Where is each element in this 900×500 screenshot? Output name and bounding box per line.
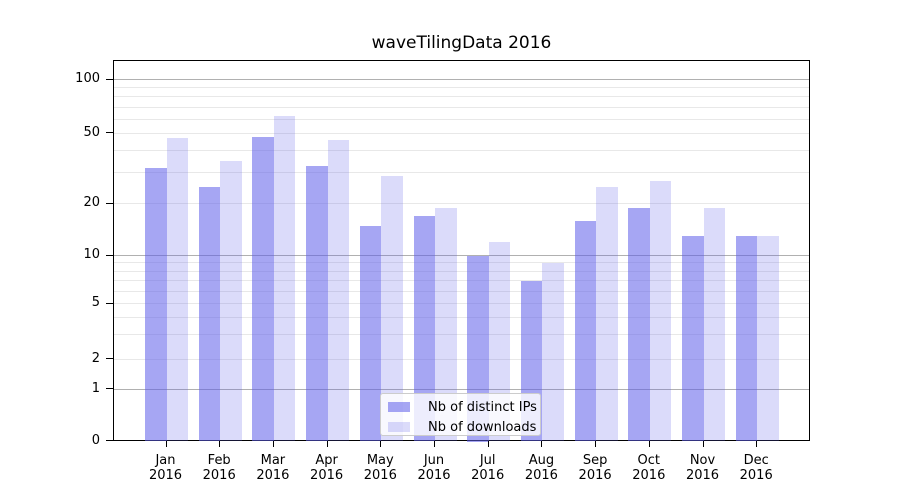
legend: Nb of distinct IPs Nb of downloads	[380, 393, 541, 436]
x-tick-mark	[219, 440, 221, 447]
x-tick-label-mar: Mar 2016	[256, 452, 290, 483]
bar-distinct-ips-dec	[735, 236, 758, 442]
x-tick-mark	[434, 440, 435, 447]
legend-swatch-distinct-ips	[388, 402, 410, 412]
gridline-minor	[114, 262, 809, 264]
bar-distinct-ips-may	[359, 225, 382, 442]
x-tick-label-jul: Jul 2016	[471, 452, 505, 483]
legend-label-downloads: Nb of downloads	[428, 419, 537, 435]
bar-downloads-may	[381, 175, 403, 442]
gridline-minor	[114, 118, 809, 120]
y-tick-label: 2	[91, 350, 100, 366]
legend-swatch-downloads	[388, 422, 410, 432]
bar-distinct-ips-feb	[198, 187, 221, 442]
bar-downloads-jan	[166, 138, 188, 442]
bar-distinct-ips-sep	[574, 220, 597, 442]
x-tick-label-aug: Aug 2016	[524, 452, 558, 483]
y-tick-label: 1	[91, 380, 100, 396]
x-tick-label-feb: Feb 2016	[202, 452, 236, 483]
y-tick-mark	[106, 202, 113, 204]
legend-item-distinct-ips: Nb of distinct IPs	[381, 398, 540, 416]
y-tick-label: 10	[83, 247, 100, 262]
y-tick-mark	[106, 132, 113, 134]
bar-downloads-jul	[488, 242, 511, 442]
y-tick-label: 5	[91, 295, 100, 311]
x-tick-label-apr: Apr 2016	[310, 452, 344, 483]
bar-downloads-sep	[596, 187, 618, 442]
y-tick-mark	[106, 440, 113, 441]
x-tick-mark	[648, 440, 650, 447]
x-tick-mark	[165, 440, 167, 447]
x-tick-label-sep: Sep 2016	[578, 452, 612, 483]
bar-downloads-feb	[220, 161, 242, 442]
gridline-minor	[114, 334, 809, 336]
bar-downloads-dec	[757, 236, 779, 442]
y-tick-label: 100	[75, 71, 100, 87]
x-tick-mark	[380, 440, 382, 447]
y-tick-label: 20	[83, 195, 100, 211]
gridline-minor	[114, 203, 809, 205]
gridline-minor	[114, 132, 809, 134]
chart-title: waveTilingData 2016	[371, 33, 552, 53]
y-tick-label: 50	[83, 124, 100, 140]
plot-area: Nb of distinct IPs Nb of downloads	[113, 60, 810, 442]
bar-downloads-mar	[273, 115, 296, 442]
x-tick-label-may: May 2016	[363, 452, 397, 483]
x-tick-label-dec: Dec 2016	[739, 452, 773, 483]
y-tick-mark	[106, 302, 113, 304]
bar-downloads-jun	[435, 208, 457, 442]
gridline-minor	[114, 316, 809, 318]
gridline-minor	[114, 270, 809, 272]
gridline-major	[114, 255, 809, 256]
bar-downloads-apr	[327, 140, 350, 442]
x-tick-label-nov: Nov 2016	[685, 452, 720, 483]
x-tick-mark	[487, 440, 489, 447]
legend-label-distinct-ips: Nb of distinct IPs	[428, 399, 537, 415]
bar-distinct-ips-mar	[252, 136, 274, 442]
gridline-minor	[114, 290, 809, 292]
gridline-major	[114, 388, 809, 390]
x-tick-label-oct: Oct 2016	[632, 452, 666, 483]
x-tick-label-jan: Jan 2016	[148, 452, 183, 483]
y-tick-mark	[106, 78, 113, 80]
gridline-minor	[114, 279, 809, 281]
x-tick-mark	[326, 440, 328, 447]
gridline-major	[114, 79, 809, 81]
y-tick-mark	[106, 358, 113, 359]
y-tick-mark	[106, 388, 113, 389]
bar-distinct-ips-apr	[306, 165, 328, 442]
bar-downloads-nov	[703, 208, 725, 442]
gridline-minor	[114, 358, 809, 360]
bar-distinct-ips-oct	[628, 208, 650, 442]
bar-distinct-ips-jun	[413, 216, 435, 442]
x-tick-mark	[272, 440, 274, 447]
bar-downloads-aug	[542, 263, 564, 442]
bar-distinct-ips-nov	[682, 236, 704, 442]
x-tick-mark	[541, 440, 543, 447]
gridline-minor	[114, 87, 809, 89]
x-tick-mark	[595, 440, 597, 447]
x-tick-label-jun: Jun 2016	[417, 452, 451, 483]
bar-downloads-oct	[649, 181, 672, 442]
gridline-minor	[114, 303, 809, 305]
gridline-minor	[114, 149, 809, 151]
gridline-minor	[114, 106, 809, 108]
y-tick-mark	[106, 254, 113, 256]
gridline-minor	[114, 96, 809, 98]
gridline-minor	[114, 172, 809, 174]
x-tick-mark	[756, 440, 758, 447]
bar-distinct-ips-jan	[145, 168, 167, 442]
x-tick-mark	[702, 440, 704, 447]
legend-item-downloads: Nb of downloads	[381, 418, 540, 436]
y-tick-label: 0	[91, 432, 100, 448]
